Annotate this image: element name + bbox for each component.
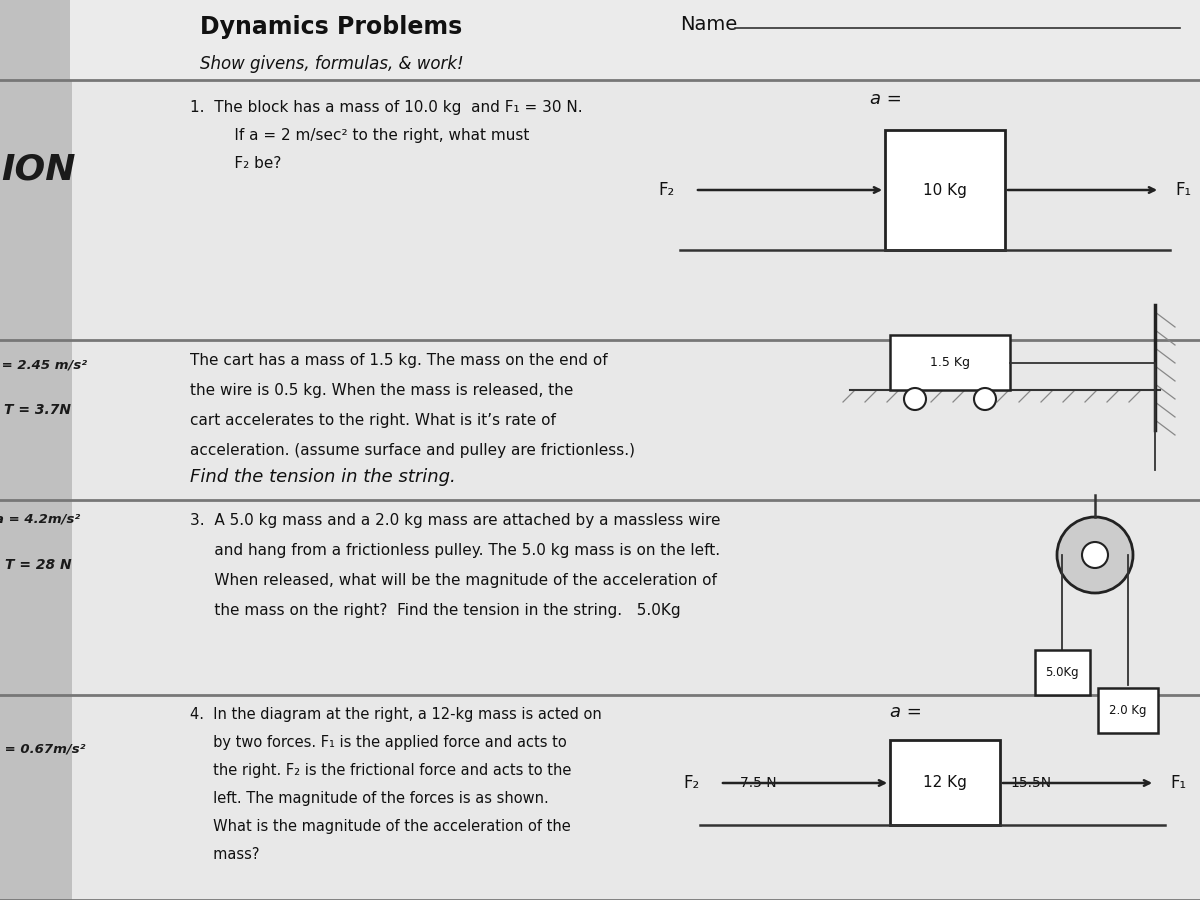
Circle shape bbox=[974, 388, 996, 410]
Text: 7.5 N: 7.5 N bbox=[740, 776, 776, 790]
Text: F₁: F₁ bbox=[1175, 181, 1192, 199]
Circle shape bbox=[904, 388, 926, 410]
Text: a = 2.45 m/s²: a = 2.45 m/s² bbox=[0, 358, 88, 371]
Text: F₁: F₁ bbox=[1170, 774, 1186, 792]
Text: acceleration. (assume surface and pulley are frictionless.): acceleration. (assume surface and pulley… bbox=[190, 443, 635, 458]
Circle shape bbox=[1057, 517, 1133, 593]
Text: F₂: F₂ bbox=[684, 774, 700, 792]
Text: Find the tension in the string.: Find the tension in the string. bbox=[190, 468, 456, 486]
Text: When released, what will be the magnitude of the acceleration of: When released, what will be the magnitud… bbox=[190, 573, 716, 588]
Text: the wire is 0.5 kg. When the mass is released, the: the wire is 0.5 kg. When the mass is rel… bbox=[190, 383, 574, 398]
Text: If a = 2 m/sec² to the right, what must: If a = 2 m/sec² to the right, what must bbox=[210, 128, 529, 143]
Bar bbox=[886, 130, 1006, 250]
Text: and hang from a frictionless pulley. The 5.0 kg mass is on the left.: and hang from a frictionless pulley. The… bbox=[190, 543, 720, 558]
Text: 3.  A 5.0 kg mass and a 2.0 kg mass are attached by a massless wire: 3. A 5.0 kg mass and a 2.0 kg mass are a… bbox=[190, 513, 720, 528]
Text: What is the magnitude of the acceleration of the: What is the magnitude of the acceleratio… bbox=[190, 819, 571, 834]
Text: by two forces. F₁ is the applied force and acts to: by two forces. F₁ is the applied force a… bbox=[190, 735, 566, 750]
Text: left. The magnitude of the forces is as shown.: left. The magnitude of the forces is as … bbox=[190, 791, 548, 806]
Text: 15.5N: 15.5N bbox=[1010, 776, 1051, 790]
Text: 1.5 Kg: 1.5 Kg bbox=[930, 356, 970, 369]
Bar bbox=[1098, 688, 1158, 733]
Text: The cart has a mass of 1.5 kg. The mass on the end of: The cart has a mass of 1.5 kg. The mass … bbox=[190, 353, 607, 368]
Text: T = 3.7N: T = 3.7N bbox=[5, 403, 72, 417]
Circle shape bbox=[1082, 542, 1108, 568]
Text: ION: ION bbox=[1, 153, 76, 187]
Bar bbox=[70, 0, 1200, 80]
Text: a = 0.67m/s²: a = 0.67m/s² bbox=[0, 742, 85, 755]
Text: 10 Kg: 10 Kg bbox=[923, 183, 967, 197]
Bar bbox=[1034, 650, 1090, 695]
Text: 5.0Kg: 5.0Kg bbox=[1045, 666, 1079, 679]
Text: Name: Name bbox=[680, 15, 737, 34]
Text: a =: a = bbox=[870, 90, 902, 108]
Text: Dynamics Problems: Dynamics Problems bbox=[200, 15, 462, 39]
Text: T = 28 N: T = 28 N bbox=[5, 558, 71, 572]
Text: Show givens, formulas, & work!: Show givens, formulas, & work! bbox=[200, 55, 463, 73]
Bar bbox=[890, 335, 1010, 390]
Text: F₂: F₂ bbox=[659, 181, 674, 199]
Text: 1.  The block has a mass of 10.0 kg  and F₁ = 30 N.: 1. The block has a mass of 10.0 kg and F… bbox=[190, 100, 583, 115]
Text: F₂ be?: F₂ be? bbox=[210, 156, 281, 171]
Text: 12 Kg: 12 Kg bbox=[923, 776, 967, 790]
Text: the mass on the right?  Find the tension in the string.   5.0Kg: the mass on the right? Find the tension … bbox=[190, 603, 680, 618]
Text: the right. F₂ is the frictional force and acts to the: the right. F₂ is the frictional force an… bbox=[190, 763, 571, 778]
Text: a = 4.2m/s²: a = 4.2m/s² bbox=[0, 513, 80, 526]
Text: 4.  In the diagram at the right, a 12-kg mass is acted on: 4. In the diagram at the right, a 12-kg … bbox=[190, 707, 601, 722]
Text: a =: a = bbox=[890, 703, 922, 721]
Bar bbox=[0, 0, 72, 900]
Text: 2.0 Kg: 2.0 Kg bbox=[1109, 704, 1147, 717]
Bar bbox=[890, 740, 1000, 825]
Text: mass?: mass? bbox=[190, 847, 259, 862]
Text: cart accelerates to the right. What is it’s rate of: cart accelerates to the right. What is i… bbox=[190, 413, 556, 428]
